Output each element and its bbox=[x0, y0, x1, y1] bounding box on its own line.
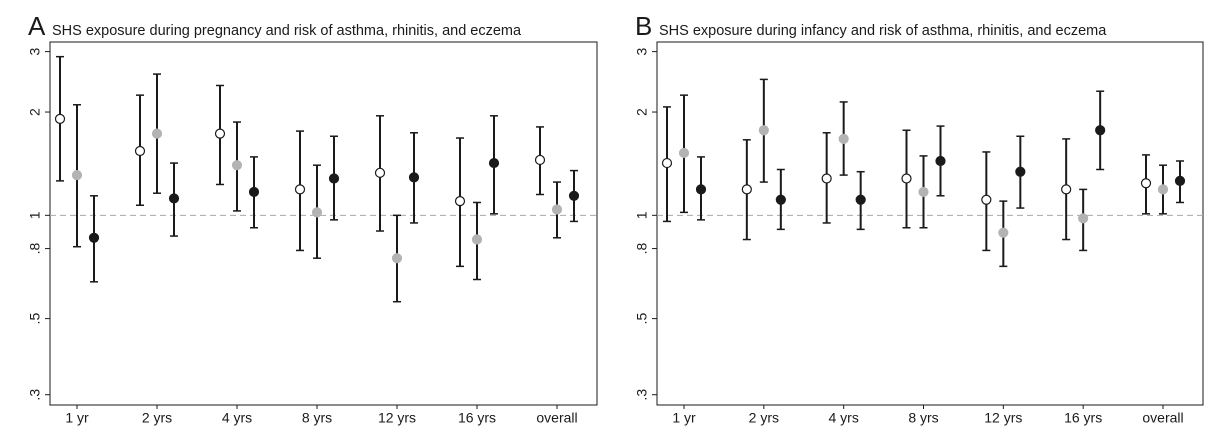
x-tick-label: overall bbox=[536, 410, 577, 426]
x-tick-label: 8 yrs bbox=[908, 410, 938, 426]
point bbox=[471, 234, 483, 245]
point bbox=[311, 207, 323, 218]
point bbox=[214, 128, 226, 139]
point bbox=[821, 173, 832, 184]
point bbox=[918, 186, 929, 198]
x-tick-label: 1 yr bbox=[672, 410, 696, 426]
panel-letter: A bbox=[28, 11, 46, 41]
point bbox=[568, 190, 580, 201]
y-tick-label: 3 bbox=[27, 48, 43, 56]
x-tick-label: 12 yrs bbox=[378, 410, 416, 426]
y-tick-label: 1 bbox=[634, 211, 650, 219]
x-tick-label: 2 yrs bbox=[142, 410, 172, 426]
y-tick-label: 2 bbox=[634, 108, 650, 116]
x-tick-label: overall bbox=[1142, 410, 1183, 426]
x-tick-label: 16 yrs bbox=[458, 410, 496, 426]
point bbox=[1078, 213, 1089, 224]
point bbox=[294, 184, 306, 195]
point bbox=[151, 128, 163, 139]
point bbox=[374, 167, 386, 178]
x-tick-label: 2 yrs bbox=[749, 410, 779, 426]
y-tick-label: .8 bbox=[634, 243, 650, 255]
point bbox=[838, 133, 849, 145]
point bbox=[1157, 184, 1169, 195]
x-tick-label: 4 yrs bbox=[222, 410, 252, 426]
point bbox=[488, 157, 500, 169]
point bbox=[71, 169, 83, 181]
point bbox=[678, 147, 690, 159]
point bbox=[855, 194, 866, 205]
point bbox=[88, 232, 100, 243]
point bbox=[1015, 166, 1026, 177]
y-tick-label: .3 bbox=[634, 389, 650, 401]
x-tick-label: 4 yrs bbox=[828, 410, 858, 426]
chart-title: SHS exposure during pregnancy and risk o… bbox=[52, 23, 522, 39]
point bbox=[775, 194, 786, 205]
y-tick-label: .5 bbox=[27, 313, 43, 325]
point bbox=[901, 173, 912, 184]
point bbox=[661, 157, 673, 169]
panel-letter: B bbox=[635, 11, 652, 41]
point bbox=[935, 155, 946, 167]
point bbox=[1061, 184, 1072, 195]
plot-area bbox=[656, 41, 1204, 406]
point bbox=[1140, 178, 1152, 189]
point bbox=[998, 227, 1009, 238]
chart-title: SHS exposure during infancy and risk of … bbox=[659, 23, 1107, 39]
point bbox=[1095, 125, 1106, 136]
y-tick-label: 2 bbox=[27, 108, 43, 116]
x-tick-label: 1 yr bbox=[65, 410, 89, 426]
x-tick-label: 12 yrs bbox=[984, 410, 1022, 426]
plot-area bbox=[49, 41, 598, 406]
y-tick-label: .5 bbox=[634, 313, 650, 325]
point bbox=[454, 196, 466, 207]
y-tick-label: .3 bbox=[27, 389, 43, 401]
point bbox=[168, 193, 180, 204]
x-tick-label: 8 yrs bbox=[302, 410, 332, 426]
point bbox=[534, 154, 546, 166]
point bbox=[54, 113, 66, 124]
y-tick-label: .8 bbox=[27, 243, 43, 255]
point bbox=[981, 194, 992, 205]
point bbox=[695, 184, 707, 195]
point bbox=[408, 172, 420, 183]
point bbox=[231, 160, 243, 171]
y-tick-label: 3 bbox=[634, 48, 650, 56]
point bbox=[1174, 175, 1186, 186]
point bbox=[134, 145, 146, 157]
point bbox=[551, 204, 563, 215]
x-tick-label: 16 yrs bbox=[1064, 410, 1102, 426]
y-tick-label: 1 bbox=[27, 211, 43, 219]
point bbox=[391, 253, 403, 264]
point bbox=[758, 125, 769, 136]
point bbox=[328, 173, 340, 184]
point bbox=[248, 186, 260, 198]
point bbox=[741, 184, 752, 195]
